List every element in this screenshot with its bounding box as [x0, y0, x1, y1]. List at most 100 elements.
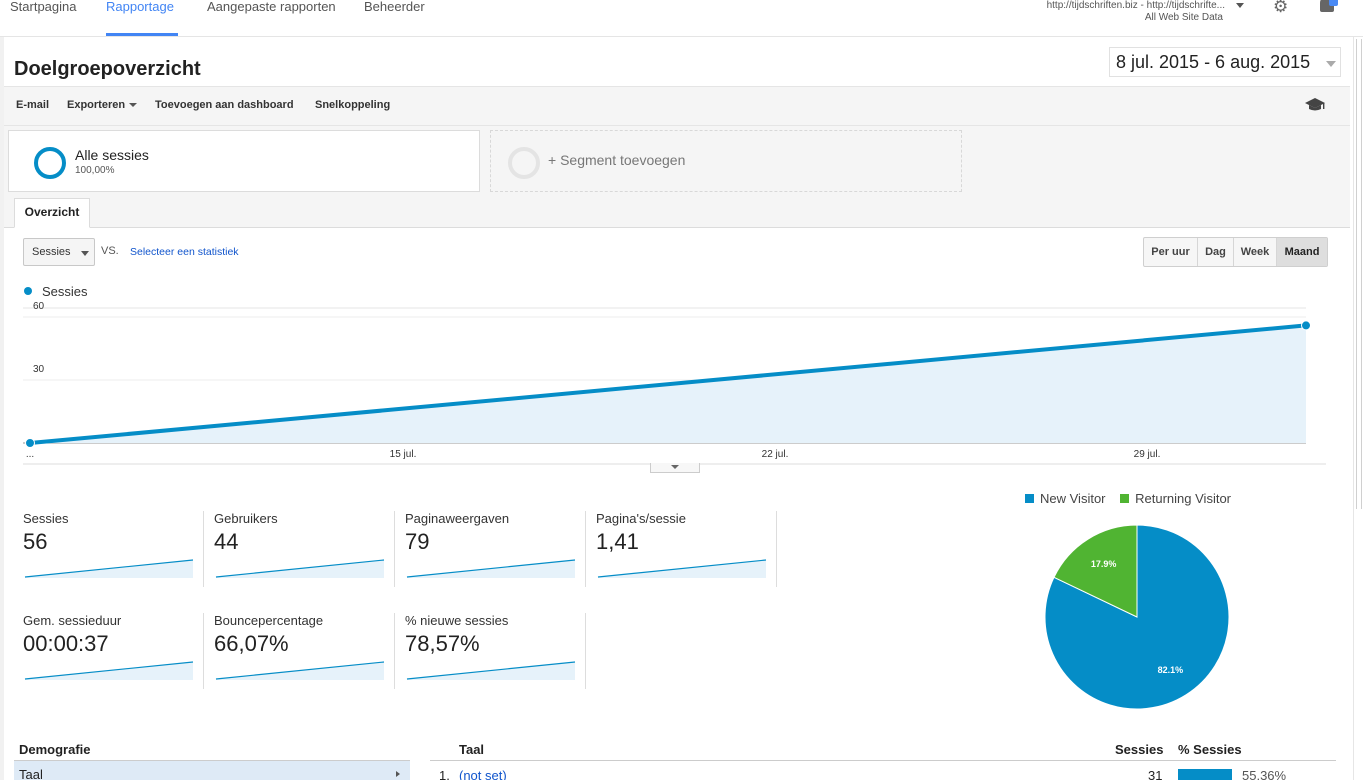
- kpi-bounce-rate: Bouncepercentage 66,07%: [214, 613, 394, 693]
- account-url: http://tijdschriften.biz - http://tijdsc…: [1046, 0, 1225, 11]
- kpi-sparkline: [24, 661, 194, 680]
- kpi-sparkline: [24, 559, 194, 578]
- kpi-label: % nieuwe sessies: [405, 613, 509, 628]
- segment-name: Alle sessies: [75, 147, 149, 163]
- period-month-button[interactable]: Maand: [1277, 238, 1327, 266]
- row-percentage-bar: [1178, 769, 1232, 780]
- divider: [203, 511, 204, 587]
- left-edge: [0, 37, 4, 780]
- metric-select[interactable]: Sessies: [23, 238, 95, 266]
- legend-label: New Visitor: [1040, 491, 1106, 506]
- collapse-chart-toggle[interactable]: [650, 463, 700, 473]
- kpi-label: Gem. sessieduur: [23, 613, 122, 628]
- notification-bell-icon[interactable]: [1318, 0, 1338, 16]
- sparkline: [406, 661, 576, 680]
- table-row: 1. (not set) 31 55,36%: [430, 761, 1336, 780]
- divider: [203, 613, 204, 689]
- kpi-sparkline: [406, 661, 576, 680]
- kpi-pageviews: Paginaweergaven 79: [405, 511, 585, 591]
- kpi-value: 56: [23, 529, 48, 554]
- tab-rapportage[interactable]: Rapportage: [106, 0, 178, 36]
- chevron-down-icon: [81, 251, 89, 256]
- pie-slice-label: 82.1%: [1158, 665, 1184, 675]
- kpi-value: 78,57%: [405, 631, 480, 656]
- column-header-pct-sessions: % Sessies: [1178, 742, 1242, 757]
- column-header-language: Taal: [459, 742, 485, 757]
- report-toolbar: E-mail Exporteren Toevoegen aan dashboar…: [4, 86, 1350, 126]
- date-range-picker[interactable]: 8 jul. 2015 - 6 aug. 2015: [1109, 47, 1341, 77]
- period-day-button[interactable]: Dag: [1198, 238, 1234, 266]
- kpi-sparkline: [597, 559, 767, 578]
- pie-slice: [1044, 524, 1230, 710]
- gear-icon[interactable]: ⚙: [1273, 0, 1289, 14]
- pie-slice: [1053, 524, 1138, 618]
- x-tick-label: 29 jul.: [1134, 449, 1161, 460]
- metric-select-value: Sessies: [32, 246, 71, 258]
- kpi-users: Gebruikers 44: [214, 511, 394, 591]
- export-button[interactable]: Exporteren: [67, 99, 138, 111]
- kpi-pages-per-session: Pagina's/sessie 1,41: [596, 511, 776, 591]
- scrollbar[interactable]: [1353, 37, 1363, 780]
- legend-label: Sessies: [42, 284, 88, 299]
- x-tick-label: ...: [26, 449, 34, 460]
- sparkline: [215, 661, 385, 680]
- tab-beheerder[interactable]: Beheerder: [364, 0, 425, 14]
- legend-swatch: [1120, 494, 1130, 503]
- y-tick-label: 30: [33, 364, 45, 375]
- account-selector[interactable]: http://tijdschriften.biz - http://tijdsc…: [1047, 0, 1225, 24]
- pie-legend: New Visitor Returning Visitor: [1025, 491, 1242, 506]
- data-point: [25, 438, 35, 448]
- chevron-down-icon: [671, 465, 679, 469]
- add-to-dashboard-button[interactable]: Toevoegen aan dashboard: [155, 99, 294, 111]
- segment-all-sessions[interactable]: Alle sessies 100,00%: [8, 130, 480, 192]
- kpi-sessions: Sessies 56: [23, 511, 203, 591]
- row-language-link[interactable]: (not set): [459, 768, 507, 780]
- kpi-label: Paginaweergaven: [405, 511, 510, 526]
- pie-slice-label: 17.9%: [1091, 559, 1117, 569]
- kpi-value: 66,07%: [214, 631, 289, 656]
- date-range-text: 8 jul. 2015 - 6 aug. 2015: [1116, 52, 1311, 72]
- series-area: [30, 325, 1306, 443]
- tab-startpagina[interactable]: Startpagina: [10, 0, 77, 14]
- add-segment-button[interactable]: + Segment toevoegen: [490, 130, 962, 192]
- graduation-cap-icon[interactable]: [1304, 97, 1326, 113]
- divider: [394, 613, 395, 689]
- divider: [585, 613, 586, 689]
- add-segment-label: + Segment toevoegen: [548, 152, 686, 168]
- divider: [776, 511, 777, 587]
- row-index: 1.: [439, 768, 450, 780]
- period-toggle: Per uur Dag Week Maand: [1143, 237, 1328, 267]
- legend-swatch: [24, 287, 32, 295]
- chevron-down-icon: [129, 103, 138, 108]
- scrollbar-thumb[interactable]: [1356, 39, 1362, 509]
- tab-aangepaste-rapporten[interactable]: Aangepaste rapporten: [207, 0, 336, 14]
- segment-ring-icon: [508, 147, 540, 179]
- select-statistic-link[interactable]: Selecteer een statistiek: [130, 246, 239, 258]
- email-button[interactable]: E-mail: [16, 99, 50, 111]
- sessions-line-chart: 30 60... 15 jul. 22 jul. 29 jul.: [23, 301, 1326, 465]
- sparkline: [406, 559, 576, 578]
- shortcut-button[interactable]: Snelkoppeling: [315, 99, 391, 111]
- kpi-value: 1,41: [596, 529, 639, 554]
- top-nav: Startpagina Rapportage Aangepaste rappor…: [0, 0, 1363, 37]
- notification-badge: [1329, 0, 1338, 6]
- legend-item-returning-visitor[interactable]: Returning Visitor: [1120, 491, 1231, 506]
- demographics-item-language[interactable]: Taal: [14, 761, 410, 780]
- segment-percentage: 100,00%: [75, 165, 115, 176]
- chevron-down-icon[interactable]: [1236, 3, 1244, 8]
- segment-bar: Alle sessies 100,00% + Segment toevoegen…: [4, 126, 1350, 228]
- x-tick-label: 15 jul.: [390, 449, 417, 460]
- chevron-right-icon: [396, 771, 400, 777]
- kpi-value: 44: [214, 529, 239, 554]
- title-bar: Doelgroepoverzicht 8 jul. 2015 - 6 aug. …: [4, 38, 1350, 86]
- period-week-button[interactable]: Week: [1234, 238, 1277, 266]
- period-hour-button[interactable]: Per uur: [1144, 238, 1198, 266]
- legend-item-new-visitor[interactable]: New Visitor: [1025, 491, 1106, 506]
- sparkline: [24, 661, 194, 680]
- kpi-sparkline: [215, 661, 385, 680]
- kpi-sparkline: [406, 559, 576, 578]
- kpi-label: Pagina's/sessie: [596, 511, 686, 526]
- tab-overzicht[interactable]: Overzicht: [14, 198, 90, 228]
- sparkline: [24, 559, 194, 578]
- sparkline: [215, 559, 385, 578]
